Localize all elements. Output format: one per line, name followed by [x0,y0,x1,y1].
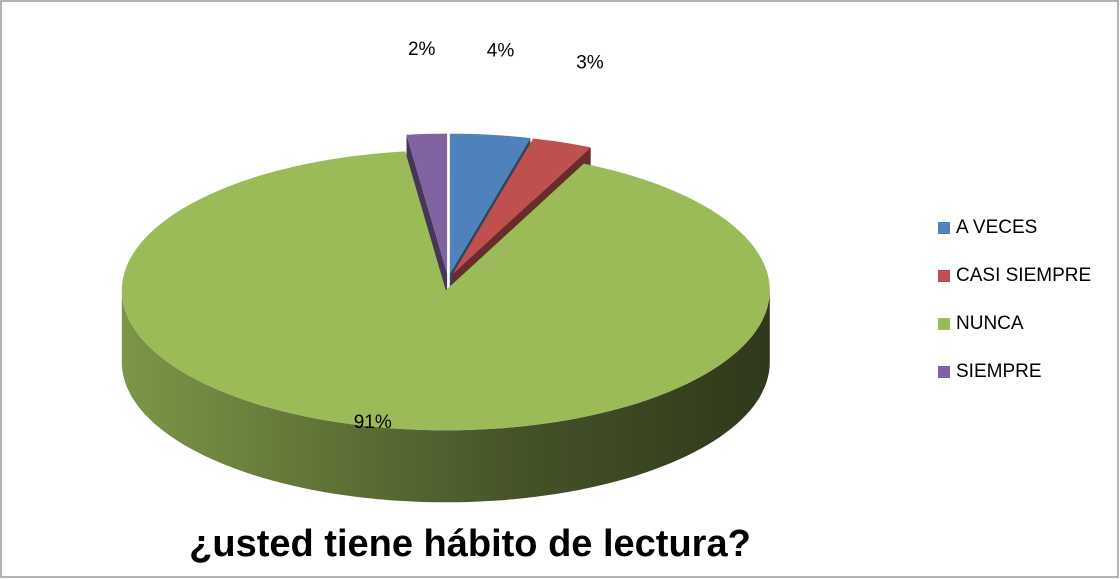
legend-swatch [938,222,950,234]
slice [406,133,448,274]
slice [449,133,531,274]
pie: 4% 3% 91% 2% [121,39,770,503]
legend-label: SIEMPRE [956,361,1042,382]
data-label: 4% [487,40,515,61]
legend-label: A VECES [956,217,1037,238]
legend-swatch [938,366,950,378]
legend-swatch [938,270,950,282]
legend-label: NUNCA [956,313,1024,334]
slice [452,138,591,275]
data-label: 2% [408,39,436,60]
data-labels: 4% 3% 91% 2% [354,39,604,433]
data-label: 3% [576,52,604,73]
slice [121,151,770,431]
slice-tops [121,133,770,431]
slice-sides [121,290,770,503]
slice-side [121,290,770,503]
legend-swatch [938,318,950,330]
data-label: 91% [354,412,392,433]
chart-title: ¿usted tiene hábito de lectura? [189,523,751,565]
legend-label: CASI SIEMPRE [956,265,1091,286]
